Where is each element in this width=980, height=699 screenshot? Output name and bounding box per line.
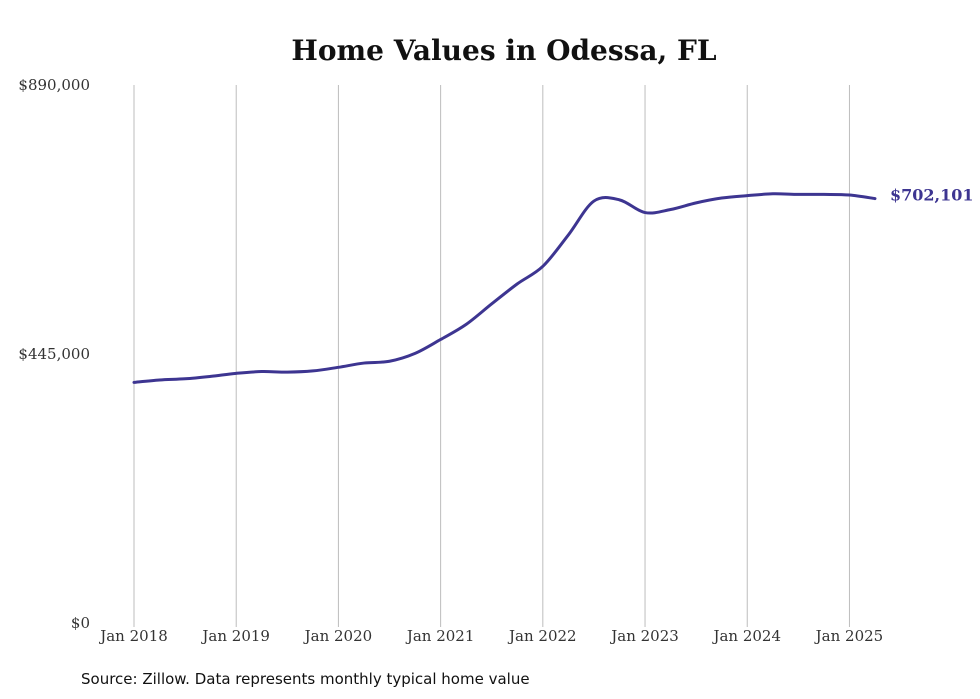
- x-tick-label: Jan 2024: [711, 627, 781, 645]
- data-point: [848, 194, 850, 196]
- data-point: [695, 202, 697, 204]
- data-point: [516, 283, 518, 285]
- x-axis-ticks: Jan 2018 Jan 2019 Jan 2020 Jan 2021 Jan 2022…: [98, 627, 883, 645]
- y-tick-label: $445,000: [18, 345, 90, 363]
- data-point: [542, 265, 544, 267]
- data-point: [363, 362, 365, 364]
- chart-title: Home Values in Odessa, FL: [291, 34, 717, 67]
- data-point: [567, 234, 569, 236]
- y-axis-ticks: $0 $445,000 $890,000: [18, 76, 90, 632]
- series-layer: $702,101: [132, 186, 974, 384]
- end-value-label: $702,101: [890, 186, 974, 205]
- gridlines: [133, 85, 850, 627]
- data-point: [133, 381, 135, 383]
- data-point: [772, 193, 774, 195]
- data-point: [184, 378, 186, 380]
- data-point: [593, 200, 595, 202]
- y-tick-label: $890,000: [18, 76, 90, 94]
- data-point: [797, 193, 799, 195]
- x-tick-label: Jan 2020: [303, 627, 373, 645]
- x-tick-label: Jan 2023: [609, 627, 679, 645]
- data-point: [720, 197, 722, 199]
- data-point: [823, 193, 825, 195]
- y-tick-label: $0: [71, 614, 90, 632]
- data-point: [874, 197, 876, 199]
- data-point: [465, 323, 467, 325]
- series-line: [132, 192, 877, 384]
- data-point: [209, 375, 211, 377]
- x-tick-label: Jan 2025: [814, 627, 884, 645]
- data-point: [388, 360, 390, 362]
- source-note: Source: Zillow. Data represents monthly …: [81, 670, 530, 688]
- data-point: [644, 211, 646, 213]
- data-point: [286, 371, 288, 373]
- data-point: [414, 352, 416, 354]
- data-point: [235, 372, 237, 374]
- data-point: [618, 199, 620, 201]
- data-point: [669, 208, 671, 210]
- x-tick-label: Jan 2018: [98, 627, 168, 645]
- data-point: [312, 370, 314, 372]
- data-point: [261, 370, 263, 372]
- data-point: [491, 303, 493, 305]
- data-point: [337, 366, 339, 368]
- x-tick-label: Jan 2019: [200, 627, 270, 645]
- x-tick-label: Jan 2022: [507, 627, 577, 645]
- x-tick-label: Jan 2021: [405, 627, 475, 645]
- data-point: [158, 379, 160, 381]
- data-point: [746, 194, 748, 196]
- data-point: [439, 338, 441, 340]
